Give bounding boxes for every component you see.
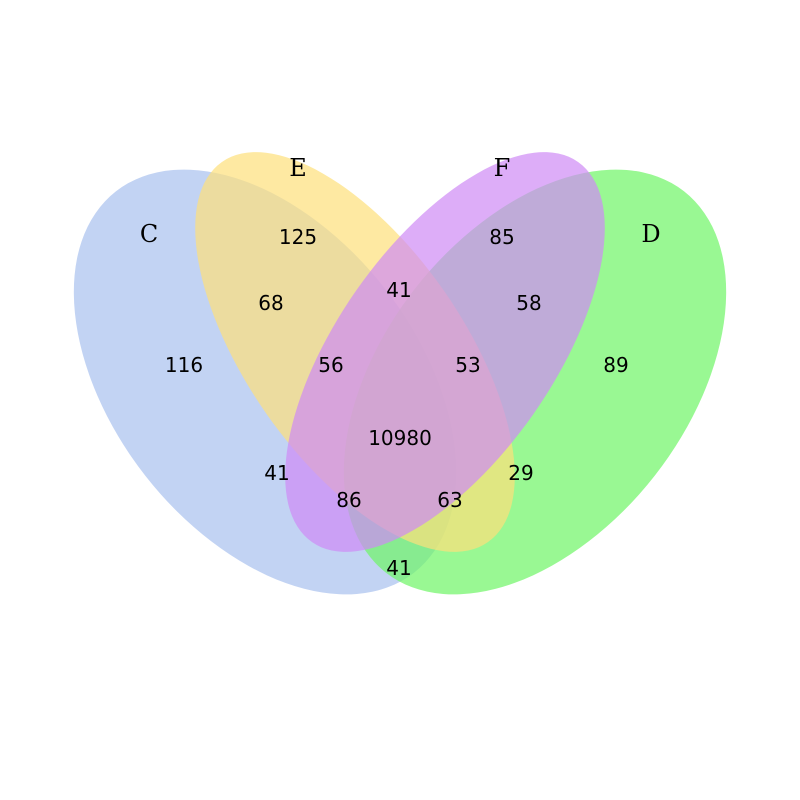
region-c-e-f: 56: [318, 353, 343, 377]
region-c-only: 116: [165, 353, 203, 377]
set-d-label: D: [641, 220, 660, 248]
region-c-f: 41: [264, 461, 289, 485]
region-e-f-d: 53: [455, 353, 480, 377]
region-c-e: 68: [258, 291, 283, 315]
set-e-label: E: [289, 154, 307, 182]
set-c-label: C: [140, 220, 158, 248]
region-c-d: 41: [386, 556, 411, 580]
region-e-only: 125: [279, 225, 317, 249]
region-e-d: 29: [508, 461, 533, 485]
region-c-e-d: 63: [437, 488, 462, 512]
region-c-f-d: 86: [336, 488, 361, 512]
region-f-d: 58: [516, 291, 541, 315]
set-f-label: F: [494, 154, 511, 182]
set-f-ellipse: [285, 152, 605, 552]
region-f-only: 85: [489, 225, 514, 249]
region-e-f: 41: [386, 278, 411, 302]
region-all: 10980: [368, 426, 432, 450]
region-d-only: 89: [603, 353, 628, 377]
